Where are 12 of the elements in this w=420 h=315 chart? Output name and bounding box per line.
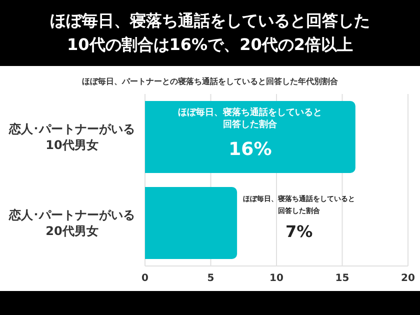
- chart-title: ほぼ毎日、寝落ち通話をしていると回答した 10代の割合は16%で、20代の2倍以上: [0, 0, 420, 66]
- x-tick-label: 15: [335, 273, 350, 284]
- x-tick-label: 20: [401, 273, 415, 284]
- y-tick-label: 恋人･パートナーがいる 10代男女: [8, 122, 135, 152]
- data-label: 16%: [228, 139, 272, 160]
- x-tick-label: 5: [207, 273, 214, 284]
- x-tick-label: 0: [142, 273, 149, 284]
- data-label: 7%: [285, 222, 313, 241]
- annotation: ほぼ毎日、寝落ち通話をしていると回答した割合: [178, 107, 322, 130]
- y-tick-label: 恋人･パートナーがいる 20代男女: [8, 208, 135, 238]
- chart-subtitle: ほぼ毎日、パートナーとの寝落ち通話をしていると回答した年代別割合: [81, 76, 339, 88]
- x-tick-label: 10: [270, 273, 284, 284]
